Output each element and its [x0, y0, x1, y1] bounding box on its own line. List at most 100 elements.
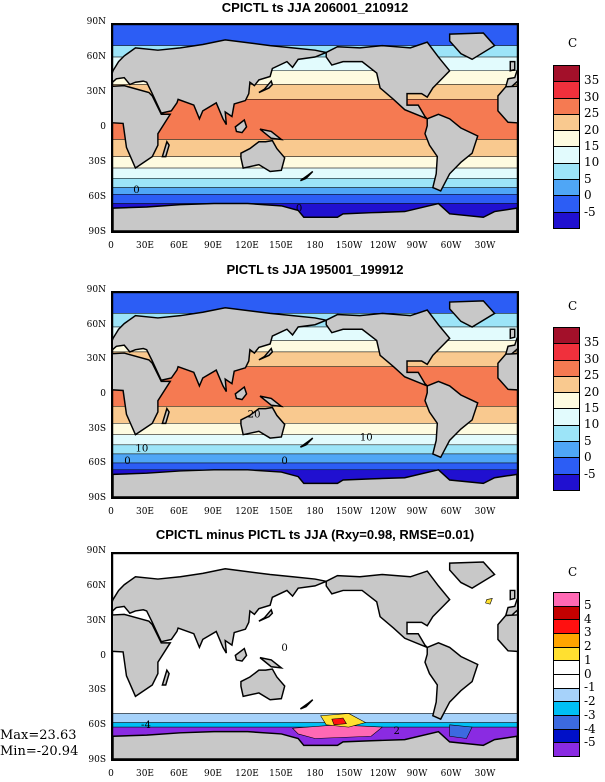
contour-label: 20: [248, 410, 261, 421]
land-australia: [240, 406, 286, 439]
x-tick-label: 0: [108, 507, 114, 517]
x-tick-label: 90E: [203, 241, 223, 251]
y-tick-label: 60S: [88, 720, 106, 731]
land-australia: [240, 139, 286, 173]
colorbar-box: [554, 163, 579, 181]
land-nz: [299, 699, 314, 710]
colorbar-box: [554, 702, 579, 717]
land-greenland: [448, 561, 496, 590]
colorbar-box: [554, 196, 579, 213]
x-tick-label: 180: [306, 769, 324, 779]
land-madagascar: [161, 140, 170, 158]
x-tick-label: 150E: [269, 241, 293, 251]
colorbar-box: [554, 393, 579, 410]
x-tick-label: 150E: [269, 769, 293, 779]
colorbar-label: 35: [584, 73, 600, 88]
colorbar-label: 20: [584, 122, 600, 137]
panel-2-units: C: [568, 299, 578, 313]
y-tick-label: 30S: [88, 157, 106, 167]
x-tick-label: 150W: [335, 507, 363, 517]
land-namerica: [325, 41, 451, 120]
x-tick-label: 150W: [335, 241, 363, 251]
contour-band: [113, 178, 517, 188]
y-tick-label: 60S: [88, 458, 106, 469]
x-tick-label: 30W: [474, 769, 496, 779]
land-samerica: [424, 113, 479, 192]
colorbar-label: -1: [584, 680, 596, 695]
colorbar-box: [554, 743, 579, 757]
colorbar-box: [554, 716, 579, 730]
land-africa: [113, 84, 172, 170]
colorbar-box: [554, 620, 579, 635]
x-tick-label: 120W: [369, 769, 397, 779]
colorbar-box: [554, 606, 579, 621]
x-tick-label: 30W: [474, 241, 496, 251]
colorbar-label: 3: [584, 625, 592, 640]
colorbar-label: 10: [584, 155, 600, 170]
x-tick-label: 90E: [203, 507, 223, 517]
anomaly-region: [449, 724, 473, 739]
y-tick-label: 90S: [88, 493, 106, 503]
x-tick-label: 90W: [406, 507, 428, 517]
panel-1-colorbar: [553, 65, 580, 229]
land-eurasia: [113, 39, 329, 125]
colorbar-box: [554, 675, 579, 689]
colorbar-box: [554, 634, 579, 648]
colorbar-box: [554, 66, 579, 83]
colorbar-box: [554, 147, 579, 164]
y-tick-label: 0: [100, 389, 106, 399]
land-africa: [497, 352, 517, 391]
colorbar-label: 20: [584, 384, 600, 399]
x-tick-label: 30E: [135, 769, 155, 779]
land-uk: [509, 589, 516, 601]
anomaly-region: [485, 598, 493, 605]
land-australia: [240, 668, 286, 701]
colorbar-label: -4: [584, 721, 596, 736]
y-tick-label: 90N: [86, 17, 106, 27]
colorbar-label: 25: [584, 368, 600, 383]
colorbar-box: [554, 442, 579, 459]
x-tick-label: 30E: [135, 507, 155, 517]
colorbar-label: 0: [584, 450, 592, 465]
colorbar-label: 1: [584, 652, 592, 667]
x-tick-label: 180: [306, 241, 324, 251]
colorbar-label: 30: [584, 89, 600, 104]
colorbar-label: 5: [584, 171, 592, 186]
land-newguinea: [259, 656, 284, 669]
contour-band: [113, 167, 517, 179]
colorbar-box: [554, 409, 579, 426]
x-tick-label: 60W: [440, 241, 462, 251]
land-nz: [299, 170, 314, 182]
colorbar-label: 0: [584, 188, 592, 203]
min-stat: Min=-20.94: [0, 744, 79, 759]
contour-label: 2: [394, 726, 400, 737]
colorbar-label: 4: [584, 611, 592, 626]
x-tick-label: 180: [306, 507, 324, 517]
colorbar-label: -5: [584, 204, 596, 219]
y-tick-label: 90N: [86, 285, 106, 295]
land-eurasia: [504, 69, 517, 88]
land-greenland: [448, 32, 496, 61]
contour-label: 0: [133, 185, 139, 196]
colorbar-box: [554, 114, 579, 132]
colorbar-label: 10: [584, 417, 600, 432]
land-eurasia: [113, 306, 329, 392]
panel-1-units: C: [568, 36, 578, 50]
x-tick-label: 90E: [203, 769, 223, 779]
x-tick-label: 30W: [474, 507, 496, 517]
x-tick-label: 120E: [235, 769, 259, 779]
colorbar-box: [554, 344, 579, 361]
land-africa: [113, 352, 172, 436]
colorbar-box: [554, 328, 579, 345]
land-antarctica: [113, 730, 517, 759]
panel-2-colorbar: [553, 327, 580, 491]
y-tick-label: 30N: [86, 615, 106, 626]
colorbar-label: 30: [584, 351, 600, 366]
x-tick-label: 0: [108, 241, 114, 251]
colorbar-box: [554, 180, 579, 197]
y-tick-label: 60S: [88, 192, 106, 202]
colorbar-box: [554, 212, 579, 228]
contour-band: [113, 462, 517, 471]
colorbar-box: [554, 360, 579, 377]
